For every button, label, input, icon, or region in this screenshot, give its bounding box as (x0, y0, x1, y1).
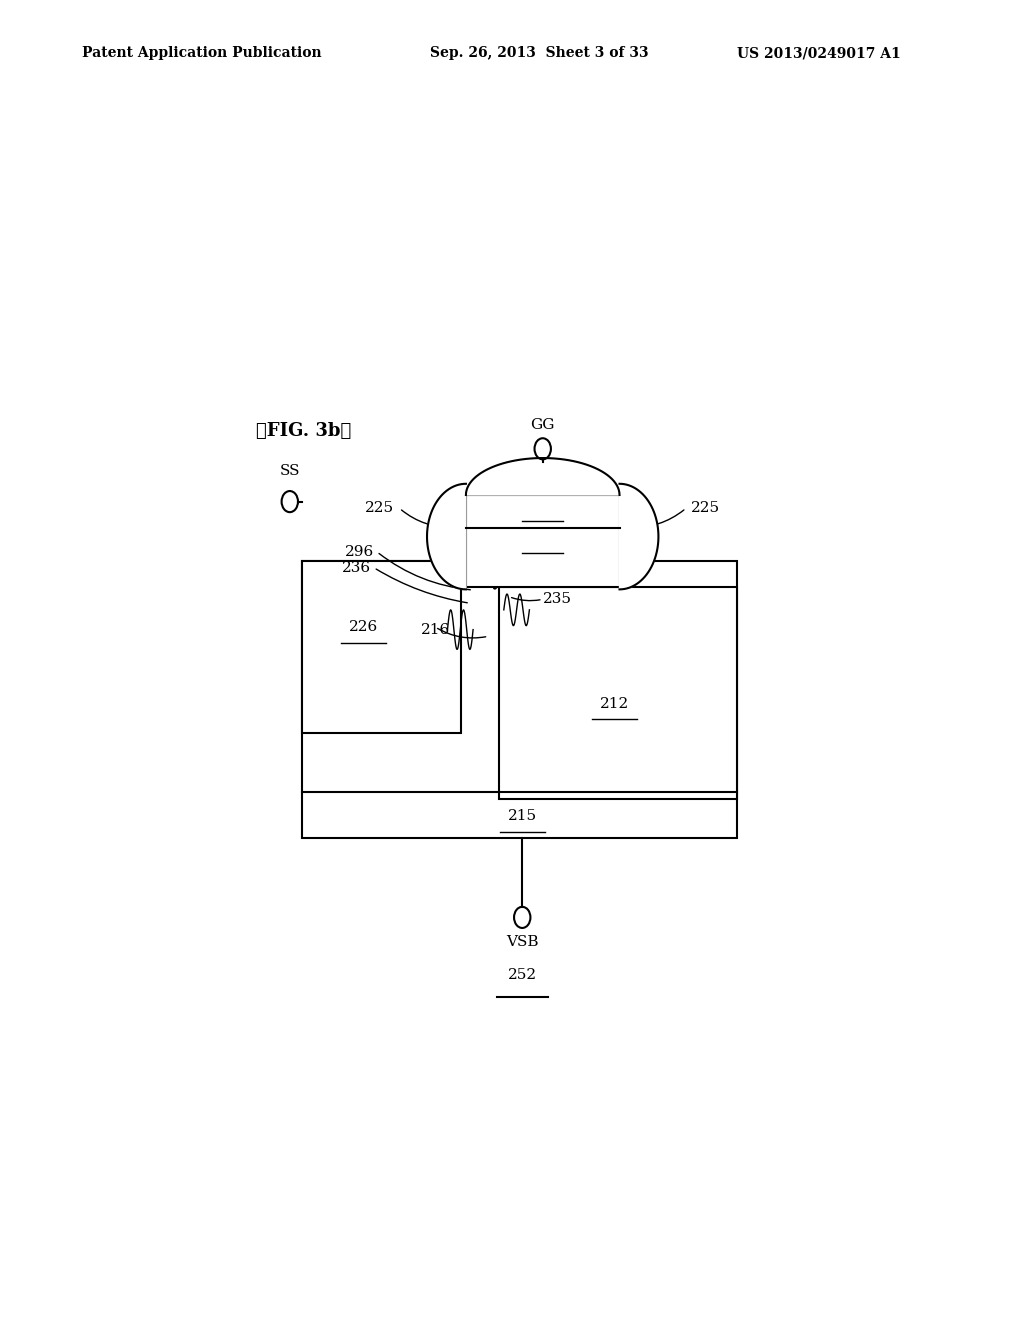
Text: 215: 215 (508, 809, 537, 822)
Text: GG: GG (530, 417, 555, 432)
Text: 236: 236 (342, 561, 371, 574)
Text: SS: SS (280, 463, 300, 478)
Text: Patent Application Publication: Patent Application Publication (82, 46, 322, 61)
Text: 225: 225 (366, 502, 394, 515)
Bar (302, 561, 461, 733)
Text: US 2013/0249017 A1: US 2013/0249017 A1 (737, 46, 901, 61)
Text: 226: 226 (349, 620, 378, 634)
Bar (466, 495, 620, 587)
Bar (302, 561, 737, 838)
Polygon shape (620, 483, 658, 589)
Text: 212: 212 (600, 697, 629, 710)
Text: 252: 252 (508, 968, 537, 982)
Text: Sep. 26, 2013  Sheet 3 of 33: Sep. 26, 2013 Sheet 3 of 33 (430, 46, 649, 61)
Text: 296: 296 (344, 545, 374, 558)
Bar (499, 587, 737, 799)
Polygon shape (466, 458, 620, 495)
Text: 240: 240 (534, 510, 562, 523)
Text: 242: 242 (534, 541, 562, 556)
Polygon shape (427, 483, 466, 589)
Text: 235: 235 (543, 593, 571, 606)
Text: 【FIG. 3b】: 【FIG. 3b】 (256, 422, 351, 441)
Text: 225: 225 (691, 502, 720, 515)
Text: 216: 216 (421, 623, 450, 638)
Text: VSB: VSB (506, 935, 539, 949)
